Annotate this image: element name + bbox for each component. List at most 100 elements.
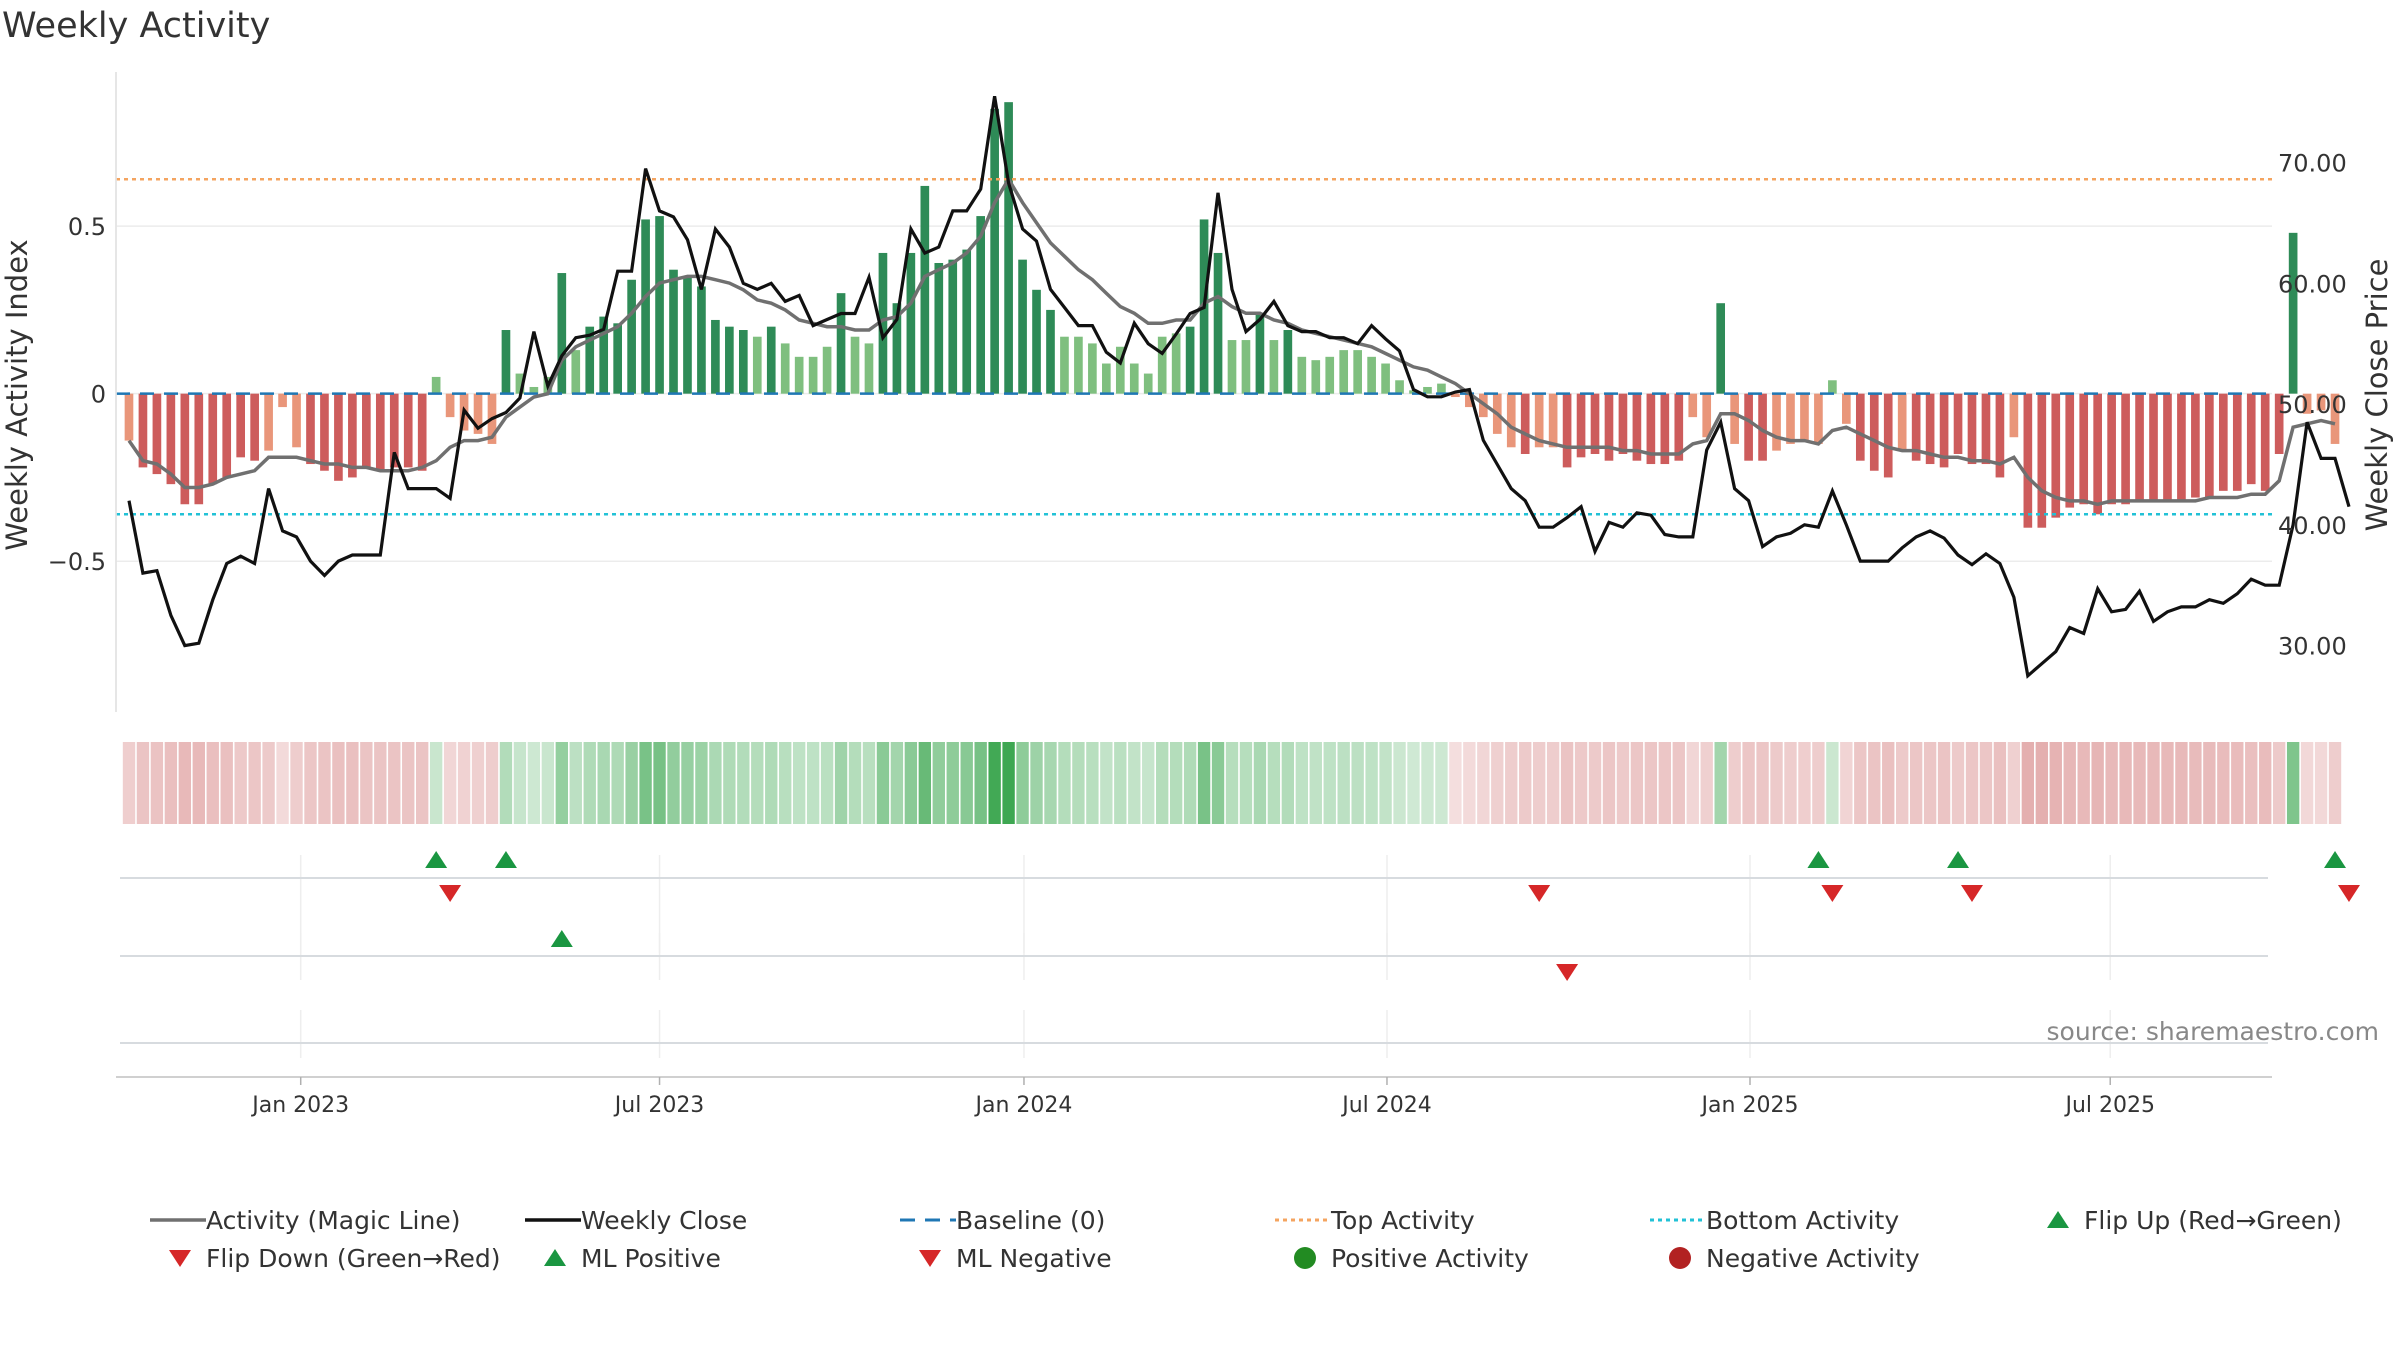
heat-cell (150, 742, 164, 824)
activity-bar (1688, 393, 1698, 418)
activity-bar (613, 323, 622, 394)
flip-up-marker (1807, 851, 1830, 868)
heat-cell (1644, 742, 1658, 824)
heat-cell (1951, 742, 1965, 824)
source-note: source: sharemaestro.com (2047, 1017, 2380, 1046)
activity-bar (1465, 393, 1474, 408)
activity-bar (1395, 380, 1404, 394)
activity-bar (571, 350, 581, 394)
activity-bar (1283, 330, 1293, 394)
heat-cell (2300, 742, 2314, 824)
activity-bar (1381, 363, 1390, 394)
heat-cell (2007, 742, 2021, 824)
activity-bar (1576, 393, 1586, 458)
legend-label: Top Activity (1331, 1205, 1475, 1235)
heat-cell (388, 742, 401, 824)
activity-bar (1423, 386, 1432, 394)
activity-bar (194, 393, 204, 505)
activity-bar (292, 393, 301, 448)
activity-bar (669, 269, 678, 394)
heat-cell (625, 742, 638, 824)
activity-bar (1185, 326, 1195, 394)
activity-bar (138, 393, 148, 468)
heat-cell (1421, 742, 1434, 824)
activity-bar (166, 393, 176, 485)
heat-cell (792, 742, 806, 824)
activity-bar (180, 393, 190, 505)
activity-bar (417, 393, 427, 471)
activity-bar (2218, 393, 2228, 491)
heat-cell (1840, 742, 1853, 824)
activity-bar (1953, 393, 1963, 454)
heat-cell (416, 742, 429, 824)
heat-cell (2119, 742, 2132, 824)
activity-bar (1004, 102, 1013, 394)
heat-cell (485, 742, 499, 824)
heat-cell (1449, 742, 1462, 824)
activity-bar (1255, 313, 1265, 394)
heat-cell (2286, 742, 2300, 824)
heat-cell (946, 742, 959, 824)
activity-bar (1227, 340, 1237, 394)
activity-bar (1772, 393, 1781, 451)
heat-cell (1211, 742, 1225, 824)
heat-cell (206, 742, 219, 824)
heat-cell (723, 742, 736, 824)
legend-item: ML Negative (884, 1238, 1112, 1278)
activity-bar (1297, 356, 1307, 394)
heat-cell (569, 742, 582, 824)
y2-tick-label: 60.00 (2278, 270, 2347, 298)
heat-cell (960, 742, 973, 824)
heat-cell (248, 742, 261, 824)
heat-cell (1798, 742, 1811, 824)
activity-bar (362, 393, 371, 468)
heat-cell (1923, 742, 1937, 824)
axes: 0.5 0 −0.5 70.00 60.00 50.00 40.00 30.00 (48, 72, 2347, 712)
activity-bar (1939, 393, 1949, 468)
legend-label: Flip Down (Green→Red) (206, 1243, 501, 1273)
activity-bar (1325, 356, 1335, 394)
legend-label: Baseline (0) (956, 1205, 1106, 1235)
heat-cell (1686, 742, 1699, 824)
legend-label: ML Negative (956, 1243, 1112, 1273)
legend-item: Flip Up (Red→Green) (2012, 1200, 2342, 1240)
activity-bar (2330, 393, 2340, 444)
heat-cell (234, 742, 247, 824)
flip-up-marker (1947, 851, 1970, 868)
activity-bar (1800, 393, 1809, 441)
heat-cell (2272, 742, 2286, 824)
heat-cell (709, 742, 722, 824)
activity-bar (627, 279, 636, 394)
activity-bar (683, 276, 692, 394)
heat-cell (2161, 742, 2174, 824)
heat-cell (1700, 742, 1713, 824)
heat-cell (1365, 742, 1378, 824)
activity-bar (697, 286, 706, 394)
legend-symbol-line-dotted-cyan (1650, 1218, 1706, 1222)
activity-bar (1618, 393, 1628, 454)
flip-down-marker (439, 885, 462, 902)
heat-cell (443, 742, 457, 824)
legend-symbol-line-dotted-orange (1275, 1218, 1331, 1222)
heat-cell (1546, 742, 1560, 824)
activity-bar (990, 108, 999, 394)
heat-cell (1309, 742, 1322, 824)
heat-cell (2049, 742, 2062, 824)
activity-bar (585, 326, 595, 394)
heat-cell (681, 742, 694, 824)
activity-bar (2246, 393, 2256, 485)
activity-heat-strip (122, 742, 2342, 824)
activity-bar (306, 393, 315, 465)
legend-symbol-line-solid-black (525, 1218, 581, 1222)
heat-cell (1030, 742, 1043, 824)
activity-bar (934, 262, 944, 394)
activity-bar (1102, 363, 1111, 394)
activity-bar (808, 356, 818, 394)
legend-symbol-line-dashed-blue (900, 1218, 956, 1222)
heat-cell (1142, 742, 1155, 824)
y-axis-label: Weekly Activity Index (0, 239, 34, 550)
activity-bar (348, 393, 357, 478)
legend-symbol-triangle-up-green (2047, 1211, 2069, 1228)
activity-bar (152, 393, 162, 475)
heat-cell (834, 742, 848, 824)
